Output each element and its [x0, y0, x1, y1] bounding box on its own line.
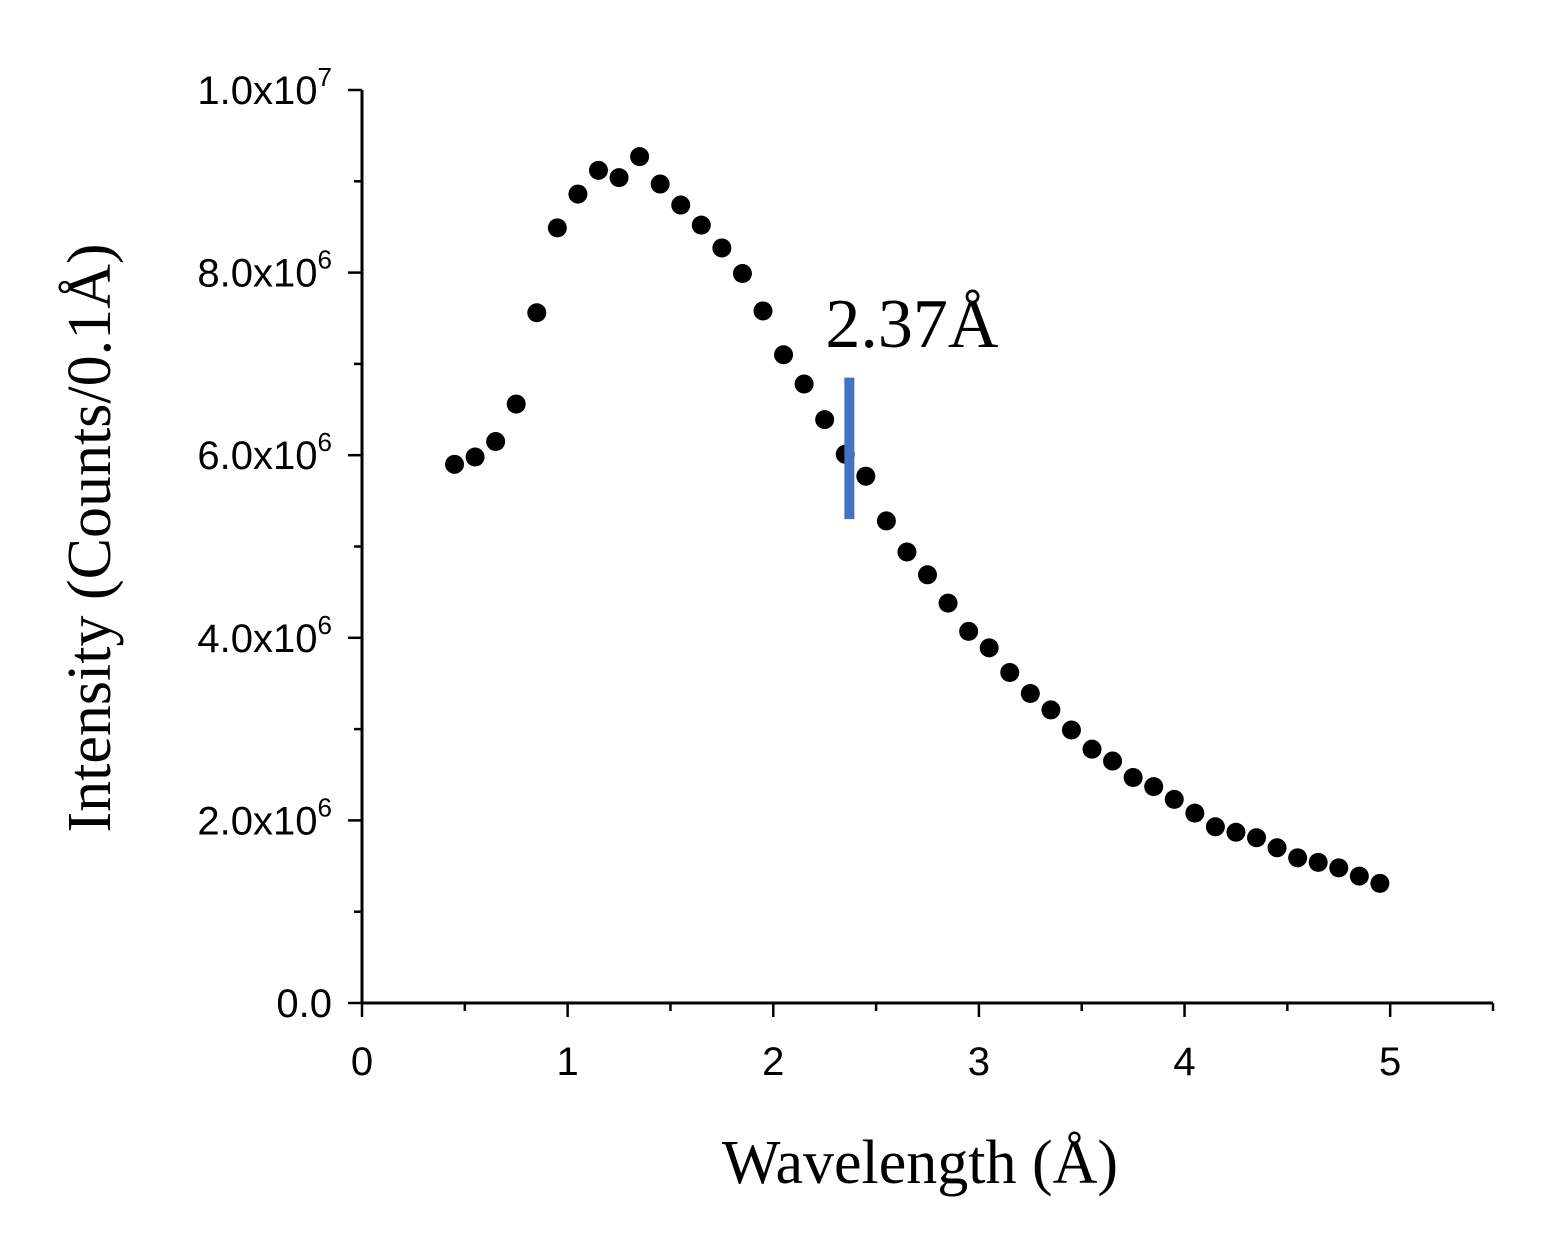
data-point: [1020, 683, 1040, 703]
y-tick-exponent: 6: [318, 610, 332, 640]
x-tick-label: 2: [762, 1040, 784, 1084]
y-tick-exponent: 6: [318, 245, 332, 275]
data-point: [445, 454, 465, 474]
data-point: [1308, 852, 1328, 872]
y-tick-mantissa: 8.0x10: [197, 252, 317, 296]
data-point: [1082, 739, 1102, 759]
x-tick-label: 3: [968, 1040, 990, 1084]
data-point: [1041, 700, 1061, 720]
x-tick-label: 4: [1173, 1040, 1195, 1084]
y-tick-exponent: 7: [318, 62, 332, 92]
data-point: [712, 238, 732, 258]
data-point: [671, 195, 691, 215]
data-points: [445, 147, 1390, 893]
data-point: [1103, 751, 1123, 771]
data-point: [876, 511, 896, 531]
data-point: [1247, 828, 1267, 848]
data-point: [794, 374, 814, 394]
data-point: [1349, 866, 1369, 886]
data-point: [753, 301, 773, 321]
y-tick-exponent: 6: [318, 792, 332, 822]
y-tick-label: 0.0: [276, 982, 332, 1026]
data-point: [979, 638, 999, 658]
x-axis-title: Wavelength (Å): [722, 1129, 1118, 1197]
y-tick-label: 6.0x106: [197, 427, 332, 478]
data-point: [1123, 767, 1143, 787]
data-point: [1226, 822, 1246, 842]
y-tick-label: 1.0x107: [197, 62, 332, 113]
y-tick-label: 2.0x106: [197, 792, 332, 843]
data-point: [650, 174, 670, 194]
data-point: [732, 264, 752, 284]
data-point: [1164, 789, 1184, 809]
data-point: [938, 593, 958, 613]
data-point: [918, 565, 937, 585]
x-tick-label: 5: [1379, 1040, 1401, 1084]
data-point: [897, 542, 917, 562]
y-tick-label: 4.0x106: [197, 610, 332, 661]
data-point: [1267, 838, 1287, 858]
data-point: [547, 218, 567, 238]
data-point: [486, 432, 506, 452]
data-point: [1144, 777, 1164, 797]
x-tick-label: 1: [557, 1040, 579, 1084]
annotation-label: 2.37Å: [825, 286, 999, 363]
data-point: [1205, 817, 1225, 837]
data-point: [588, 160, 608, 180]
x-ticks: 0 1 2 3 4 5: [351, 1003, 1495, 1084]
y-tick-mantissa: 6.0x10: [197, 434, 317, 478]
data-point: [609, 168, 629, 188]
data-point: [527, 303, 547, 323]
data-point: [815, 410, 835, 430]
x-tick-label: 0: [351, 1040, 373, 1084]
data-point: [856, 466, 876, 486]
y-tick-mantissa: 1.0x10: [197, 69, 317, 113]
y-tick-mantissa: 2.0x10: [197, 799, 317, 843]
data-point: [630, 147, 650, 167]
data-point: [1370, 873, 1390, 893]
data-point: [506, 394, 526, 414]
data-point: [1000, 662, 1020, 682]
y-tick-label: 8.0x106: [197, 245, 332, 296]
data-point: [1185, 803, 1205, 823]
data-point: [568, 184, 588, 204]
y-axis-title: Intensity (Counts/0.1Å): [56, 244, 124, 833]
data-point: [1329, 858, 1349, 878]
data-point: [959, 621, 979, 641]
data-point: [691, 215, 711, 235]
data-point: [465, 447, 485, 467]
data-point: [1288, 848, 1308, 868]
y-tick-exponent: 6: [318, 427, 332, 457]
annotations: 2.37Å: [825, 286, 999, 520]
y-tick-mantissa: 4.0x10: [197, 617, 317, 661]
data-point: [1061, 720, 1081, 740]
data-point: [774, 345, 794, 365]
